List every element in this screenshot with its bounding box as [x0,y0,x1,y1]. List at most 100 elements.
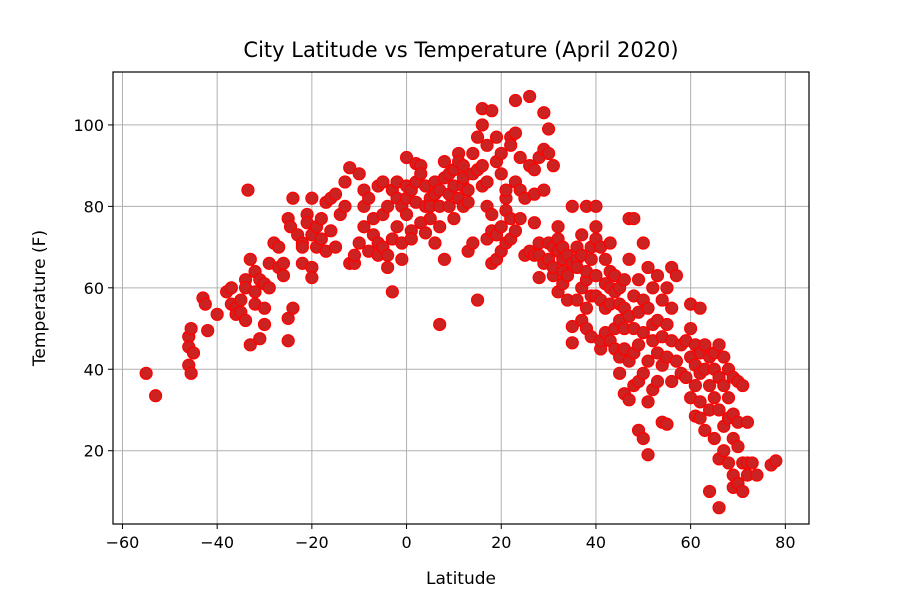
data-point [712,501,726,515]
x-axis-ticks: −60 −40 −20 0 20 40 60 80 [106,524,796,552]
data-point [702,484,717,499]
data-point [513,211,527,226]
data-point [537,183,551,197]
data-point [565,199,579,213]
data-point [523,89,537,104]
data-point [650,269,665,283]
data-point [541,146,556,161]
data-point [660,417,674,431]
data-point [257,317,272,332]
data-point [712,403,726,417]
data-point [669,269,684,283]
data-point [537,106,551,120]
data-point [579,301,594,315]
data-point [736,378,750,393]
data-point [381,199,395,213]
data-point [286,301,300,315]
data-point [646,281,660,295]
data-point [527,216,541,230]
data-point [551,220,565,234]
data-point [603,236,617,250]
data-point [508,93,523,108]
data-point [707,431,721,446]
data-point [343,161,357,175]
y-tick-label: 100 [73,116,104,135]
data-point [717,350,731,364]
data-point [589,269,603,283]
data-point [693,411,707,425]
x-tick-label: −60 [106,533,140,552]
data-point [433,220,447,234]
data-point [679,370,693,385]
data-point [613,366,627,380]
data-point [769,454,783,468]
data-point [504,138,518,152]
y-tick-label: 60 [84,279,104,298]
plot-frame [112,71,810,525]
data-point [314,232,328,246]
x-tick-label: −20 [295,533,329,552]
data-point [198,297,212,311]
data-point [480,175,494,189]
data-point [641,301,655,315]
data-point [347,248,362,262]
data-point [698,423,712,437]
data-point [286,191,300,205]
data-point [437,154,452,169]
data-point [381,260,395,275]
data-point [314,211,328,226]
data-point [418,226,433,240]
data-point [238,313,253,327]
data-point [184,366,198,380]
data-point [461,183,475,197]
data-point [362,191,376,205]
data-point [617,273,631,287]
data-point [641,395,655,409]
data-point [660,317,674,332]
data-point [641,260,655,275]
data-point [527,163,541,177]
data-point [494,167,508,181]
data-point [665,374,679,389]
data-point [210,307,224,321]
data-point [499,183,513,197]
data-point [721,391,736,405]
data-point [376,175,390,189]
data-point [186,346,201,360]
data-point [641,354,655,368]
data-point [149,389,163,403]
data-point [489,130,504,144]
data-point [508,224,523,238]
data-point [698,338,712,352]
data-point [447,211,461,226]
data-point [485,207,499,222]
data-point [241,183,255,197]
x-axis-label: Latitude [426,569,496,589]
data-point [575,228,589,242]
data-point [234,293,248,307]
data-point [565,319,579,334]
data-point [305,191,319,205]
data-point [589,199,603,213]
x-tick-label: 20 [491,533,511,552]
y-axis-ticks: 20 40 60 80 100 [73,116,113,461]
data-point [669,354,684,368]
data-point [636,366,650,380]
data-point [281,334,295,348]
data-point [532,271,546,285]
data-point [589,220,603,234]
data-point [622,252,636,266]
data-point [470,293,485,307]
data-point [381,248,395,262]
data-point [717,444,731,458]
data-point [631,273,646,287]
data-point [466,236,480,250]
data-point [541,122,556,136]
data-point [736,484,750,499]
data-point [546,159,560,173]
data-point [262,281,276,295]
data-point [437,252,452,266]
data-point [475,118,489,132]
data-point [641,448,655,462]
